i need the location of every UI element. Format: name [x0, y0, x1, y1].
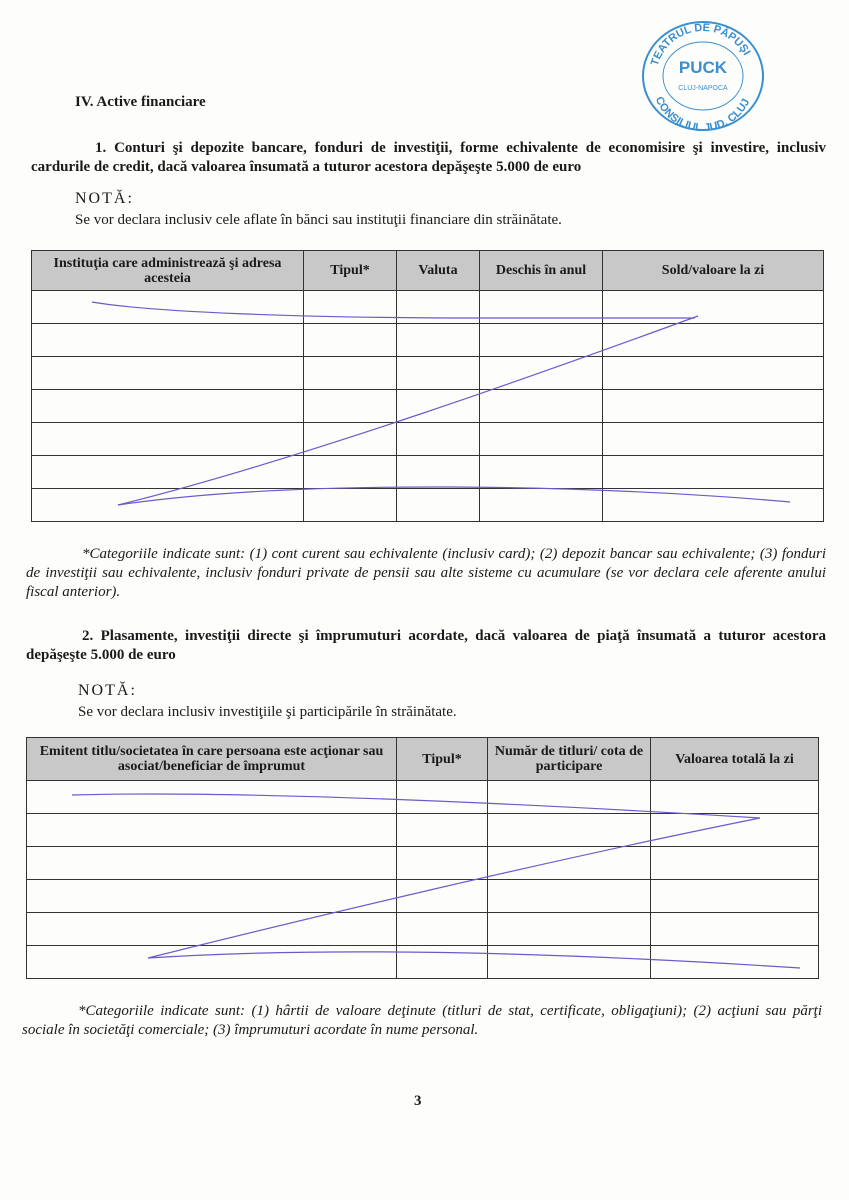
table-cell — [479, 356, 603, 390]
table-cell — [396, 455, 480, 489]
table-row — [31, 356, 824, 390]
table-cell — [396, 813, 488, 847]
table-cell — [650, 813, 819, 847]
section-title: IV. Active financiare — [75, 94, 206, 110]
table-cell — [479, 389, 603, 423]
column-header: Valuta — [396, 250, 480, 291]
table-row — [31, 290, 824, 324]
table-cell — [487, 846, 651, 880]
column-header: Sold/valoare la zi — [602, 250, 824, 291]
table-cell — [31, 389, 304, 423]
table-cell — [479, 290, 603, 324]
table-cell — [479, 323, 603, 357]
table-cell — [26, 879, 397, 913]
table-cell — [487, 813, 651, 847]
table-cell — [26, 813, 397, 847]
table-cell — [303, 455, 397, 489]
table-cell — [31, 356, 304, 390]
column-header: Deschis în anul — [479, 250, 603, 291]
table-cell — [303, 356, 397, 390]
table-cell — [31, 323, 304, 357]
svg-text:CLUJ-NAPOCA: CLUJ-NAPOCA — [678, 85, 728, 92]
table-cell — [396, 488, 480, 522]
table-cell — [650, 879, 819, 913]
table-cell — [396, 945, 488, 979]
section-1-heading: 1. Conturi şi depozite bancare, fonduri … — [31, 140, 826, 175]
table-row — [26, 846, 819, 880]
table-cell — [487, 780, 651, 814]
table-cell — [396, 879, 488, 913]
table-row — [31, 389, 824, 423]
table-row — [26, 879, 819, 913]
table-cell — [396, 290, 480, 324]
table-cell — [26, 846, 397, 880]
page-number: 3 — [414, 1093, 422, 1109]
table-row — [26, 912, 819, 946]
table-row — [31, 422, 824, 456]
column-header: Număr de titluri/ cota de participare — [487, 737, 651, 781]
table-cell — [602, 323, 824, 357]
section-2-heading: 2. Plasamente, investiţii directe şi împ… — [26, 628, 826, 663]
table-header-row: Instituţia care administrează şi adresa … — [31, 250, 824, 291]
table-cell — [303, 422, 397, 456]
table-cell — [396, 422, 480, 456]
footnote-2: *Categoriile indicate sunt: (1) hârtii d… — [22, 1003, 822, 1038]
table-cell — [26, 912, 397, 946]
nota-text-1: Se vor declara inclusiv cele aflate în b… — [75, 212, 562, 228]
table-cell — [602, 290, 824, 324]
table-cell — [650, 945, 819, 979]
table-cell — [303, 323, 397, 357]
table-cell — [602, 389, 824, 423]
table-cell — [26, 945, 397, 979]
table-cell — [303, 488, 397, 522]
table-cell — [487, 912, 651, 946]
svg-text:CONSILIUL JUD. CLUJ: CONSILIUL JUD. CLUJ — [653, 95, 752, 133]
table-cell — [487, 945, 651, 979]
table-row — [26, 780, 819, 814]
table-cell — [31, 422, 304, 456]
table-row — [31, 488, 824, 522]
column-header: Instituţia care administrează şi adresa … — [31, 250, 304, 291]
table-cell — [303, 290, 397, 324]
table-cell — [31, 488, 304, 522]
footnote-1: *Categoriile indicate sunt: (1) cont cur… — [26, 546, 826, 600]
nota-text-2: Se vor declara inclusiv investiţiile şi … — [78, 704, 457, 720]
svg-text:PUCK: PUCK — [679, 58, 728, 77]
table-cell — [396, 846, 488, 880]
table-row — [31, 455, 824, 489]
table-cell — [396, 780, 488, 814]
table-cell — [396, 323, 480, 357]
table-row — [26, 813, 819, 847]
column-header: Tipul* — [396, 737, 488, 781]
column-header: Emitent titlu/societatea în care persoan… — [26, 737, 397, 781]
table-cell — [396, 912, 488, 946]
table-row — [31, 323, 824, 357]
table-cell — [487, 879, 651, 913]
bank-accounts-table: Instituţia care administrează şi adresa … — [31, 250, 824, 522]
table-cell — [650, 780, 819, 814]
table-cell — [31, 290, 304, 324]
table-cell — [479, 455, 603, 489]
table-header-row: Emitent titlu/societatea în care persoan… — [26, 737, 819, 781]
nota-label-1: NOTĂ: — [75, 190, 134, 207]
table-cell — [602, 488, 824, 522]
table-cell — [31, 455, 304, 489]
table-cell — [396, 356, 480, 390]
table-cell — [650, 912, 819, 946]
table-cell — [479, 488, 603, 522]
institution-stamp: TEATRUL DE PĂPUŞI CONSILIUL JUD. CLUJ PU… — [642, 21, 764, 133]
table-cell — [303, 389, 397, 423]
table-cell — [602, 356, 824, 390]
table-row — [26, 945, 819, 979]
table-cell — [479, 422, 603, 456]
table-cell — [26, 780, 397, 814]
nota-label-2: NOTĂ: — [78, 682, 137, 699]
column-header: Tipul* — [303, 250, 397, 291]
table-cell — [602, 422, 824, 456]
table-cell — [650, 846, 819, 880]
investments-table: Emitent titlu/societatea în care persoan… — [26, 737, 819, 979]
table-cell — [602, 455, 824, 489]
column-header: Valoarea totală la zi — [650, 737, 819, 781]
table-cell — [396, 389, 480, 423]
